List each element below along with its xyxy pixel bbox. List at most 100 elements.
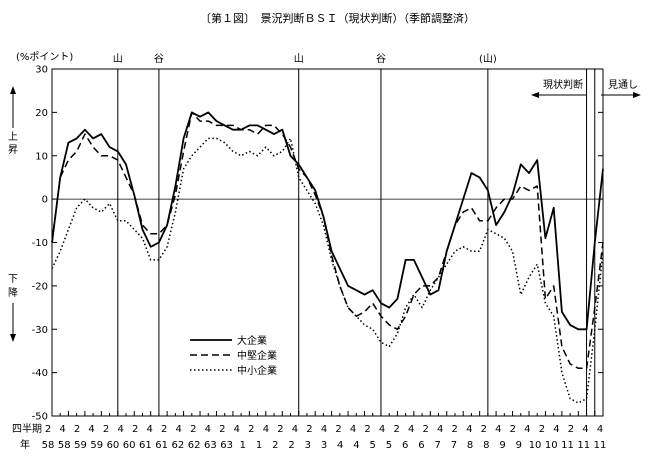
x-year-label: 6 [402,440,408,451]
y-unit-label: (%ポイント) [16,51,73,63]
x-half-label: 4 [466,424,472,435]
cycle-mark-label: 山 [113,53,123,65]
x-year-label: 9 [499,440,505,451]
outlook-arrow-icon [633,92,641,98]
legend-label-medium: 中堅企業 [237,349,277,362]
legend-label-large: 大企業 [237,334,267,347]
series-line-large [51,111,604,331]
x-half-label: 2 [248,424,254,435]
x-half-label: 2 [510,424,516,435]
x-year-label: 2 [288,440,294,451]
x-half-label: 2 [277,424,283,435]
x-half-label: 2 [335,424,341,435]
x-year-label: 60 [123,440,136,451]
x-half-label: 2 [45,424,51,435]
x-year-label: 61 [155,440,168,451]
x-year-label: 10 [545,440,558,451]
x-half-label: 2 [103,424,109,435]
x-year-label: 63 [220,440,233,451]
x-year-label: 3 [321,440,327,451]
down-arrow-icon [10,334,16,342]
x-year-label: 11 [561,440,574,451]
x-half-label: 4 [146,424,152,435]
y-tick-label: 20 [35,108,48,119]
x-half-label: 4 [350,424,356,435]
cycle-mark-label: 谷 [376,53,386,65]
legend: 大企業 中堅企業 中小企業 [190,334,277,377]
x-half-label: 2 [132,424,138,435]
y-tick-label: 30 [35,65,48,76]
x-half-label: 4 [597,424,603,435]
x-year-label: 59 [90,440,103,451]
x-half-label: 4 [437,424,443,435]
x-half-label: 2 [568,424,574,435]
x-half-label: 4 [524,424,530,435]
x-half-label: 2 [481,424,487,435]
x-year-label: 2 [272,440,278,451]
cycle-mark-label: 谷 [154,53,164,65]
x-year-label: 5 [370,440,376,451]
down-label-2: 降 [8,286,18,299]
y-tick-label: -30 [32,325,48,336]
x-year-label: 7 [434,440,440,451]
x-year-label: 58 [42,440,55,451]
x-half-label: 4 [205,424,211,435]
x-half-label: 2 [190,424,196,435]
outlook-label: 見通し [608,79,638,91]
x-year-label: 4 [353,440,359,451]
x-half-label: 4 [582,424,588,435]
x-year-label: 8 [467,440,473,451]
current-judgment-label: 現状判断 [543,78,583,91]
y-tick-label: -50 [32,412,48,423]
x-year-label: 1 [240,440,246,451]
axes-layer: 3020100-10-20-30-40-50山谷山谷 (山)2 4 2 4 2 4 2 4 2 4 2… [32,53,607,451]
y-tick-label: 10 [35,151,48,162]
x-year-label: 8 [483,440,489,451]
x-year-label: 62 [172,440,185,451]
x-half-label: 2 [74,424,80,435]
x-half-label: 2 [219,424,225,435]
x-year-label: 59 [74,440,87,451]
x-half-label: 4 [553,424,559,435]
x-year-label: 7 [451,440,457,451]
series-line-medium [51,111,604,370]
x-year-label: 10 [529,440,542,451]
x-half-label: 4 [263,424,269,435]
x-half-label: 4 [59,424,65,435]
legend-label-small: 中小企業 [237,364,277,377]
y-tick-label: 0 [42,195,48,206]
x-half-label: 4 [88,424,94,435]
down-label-1: 下 [8,274,18,285]
half-row-label: 四半期 [12,422,42,435]
cycle-mark-label: (山) [479,53,497,65]
up-arrow-icon [10,86,16,94]
chart-title: 〔第１図〕 景況判断ＢＳＩ（現状判断）（季節調整済） [200,11,475,25]
x-half-label: 4 [234,424,240,435]
x-year-label: 62 [188,440,201,451]
x-half-label: 2 [393,424,399,435]
x-year-label: 9 [516,440,522,451]
x-year-label: 58 [58,440,71,451]
series-layer [51,111,604,404]
x-year-label: 60 [107,440,120,451]
x-half-label: 4 [495,424,501,435]
x-year-label: 5 [386,440,392,451]
x-half-label: 2 [422,424,428,435]
x-year-label: 4 [337,440,343,451]
x-half-label: 4 [176,424,182,435]
x-year-label: 3 [305,440,311,451]
x-half-label: 4 [292,424,298,435]
x-half-label: 2 [306,424,312,435]
year-row-label: 年 [20,438,30,451]
x-year-label: 1 [256,440,262,451]
x-half-label: 2 [452,424,458,435]
x-year-label: 63 [204,440,217,451]
y-tick-label: -10 [32,238,48,249]
x-year-label: 11 [577,440,590,451]
x-half-label: 4 [117,424,123,435]
cycle-mark-label: 山 [294,53,304,65]
x-year-label: 6 [418,440,424,451]
plot-frame [51,68,604,417]
x-half-label: 2 [161,424,167,435]
